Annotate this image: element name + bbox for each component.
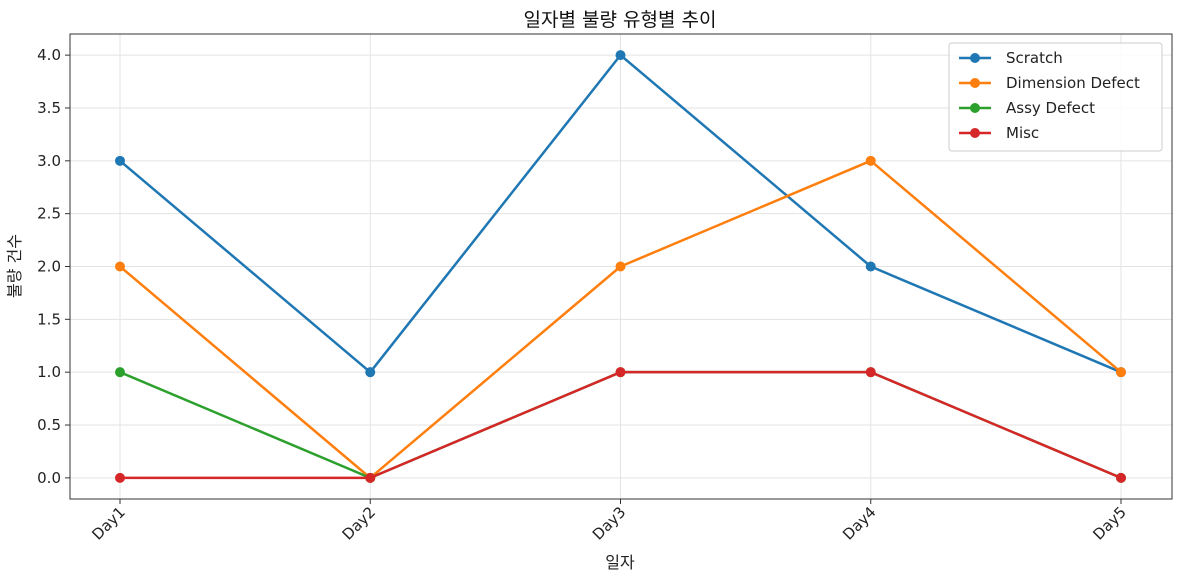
legend-item: Scratch: [959, 49, 1063, 67]
data-point: [115, 155, 125, 166]
data-point: [1116, 367, 1126, 378]
x-tick-label: Day1: [88, 503, 128, 543]
y-tick-label: 1.5: [37, 310, 61, 328]
legend-swatch-marker: [970, 128, 980, 138]
data-point: [115, 367, 125, 378]
data-point: [365, 472, 376, 483]
legend-label: Assy Defect: [1006, 99, 1095, 117]
y-tick-label: 0.5: [37, 416, 61, 434]
y-axis-title: 불량 건수: [5, 234, 24, 298]
y-tick-label: 4.0: [37, 46, 61, 64]
y-tick-label: 3.0: [37, 152, 61, 170]
data-point: [1116, 472, 1126, 483]
data-point: [615, 261, 626, 272]
x-tick-label: Day2: [339, 503, 379, 543]
data-point: [615, 50, 626, 61]
x-tick-label: Day4: [839, 503, 879, 543]
legend: Scratch Dimension Defect Assy Defect Misc: [948, 42, 1163, 152]
data-point: [115, 261, 125, 272]
x-axis-title: 일자: [605, 553, 635, 572]
data-point: [865, 155, 876, 166]
series-misc: [115, 367, 1126, 483]
chart-title: 일자별 불량 유형별 추이: [524, 9, 717, 31]
x-tick-label: Day5: [1089, 503, 1129, 543]
legend-swatch-marker: [970, 53, 980, 63]
legend-item: Assy Defect: [959, 99, 1095, 117]
y-tick-label: 0.0: [37, 469, 61, 487]
data-point: [615, 367, 626, 378]
data-point: [365, 367, 376, 378]
y-tick-label: 1.0: [37, 363, 61, 381]
legend-swatch-marker: [970, 103, 980, 113]
legend-label: Misc: [1006, 124, 1039, 142]
data-point: [865, 367, 876, 378]
legend-item: Misc: [959, 124, 1039, 142]
legend-label: Dimension Defect: [1006, 74, 1140, 92]
data-point: [865, 261, 876, 272]
legend-item: Dimension Defect: [959, 74, 1140, 92]
legend-box: [948, 42, 1163, 152]
y-tick-label: 2.5: [37, 205, 61, 223]
x-tick-label: Day3: [589, 503, 629, 543]
y-tick-label: 3.5: [37, 99, 61, 117]
y-tick-label: 2.0: [37, 258, 61, 276]
series-layer: [115, 50, 1126, 483]
data-point: [115, 472, 125, 483]
legend-swatch-marker: [970, 78, 980, 88]
legend-label: Scratch: [1006, 49, 1063, 67]
